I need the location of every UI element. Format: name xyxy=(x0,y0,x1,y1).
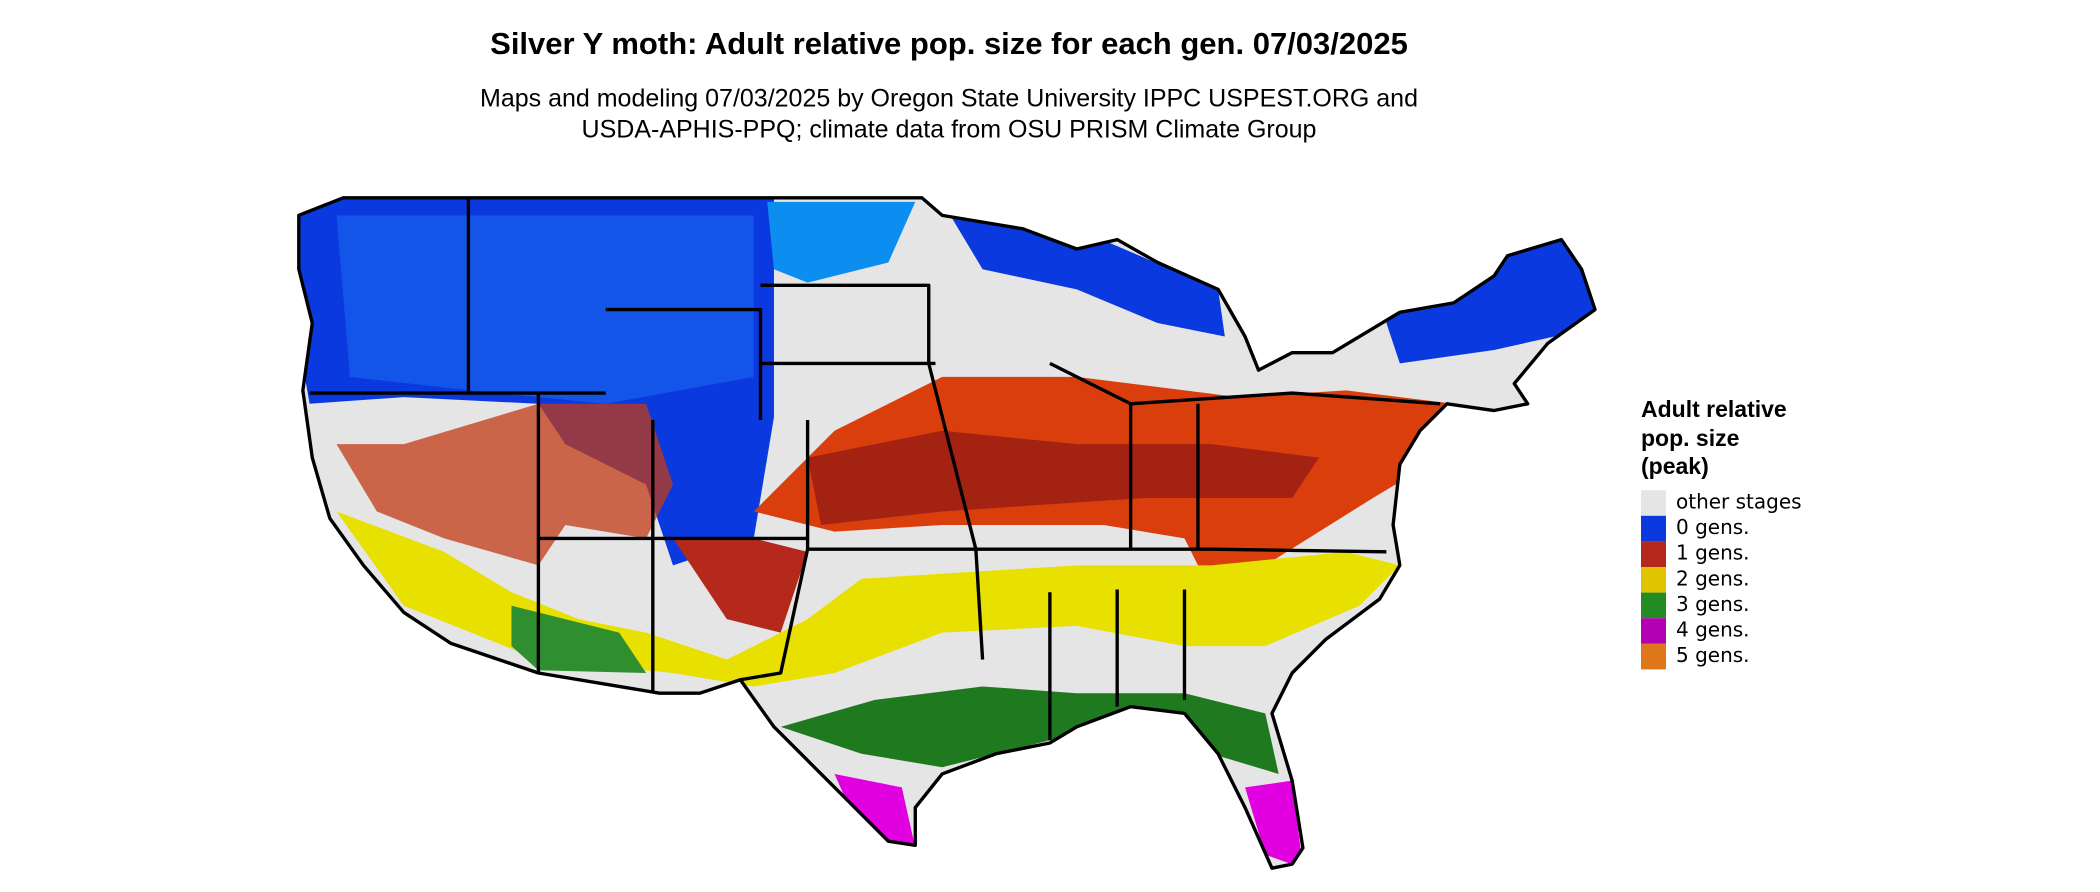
region-red xyxy=(673,538,808,633)
legend-label: 3 gens. xyxy=(1676,592,1750,616)
region-blue xyxy=(1386,228,1596,364)
legend-swatch xyxy=(1641,541,1666,567)
map xyxy=(297,196,1597,870)
region-red xyxy=(336,403,673,566)
region-blue-light xyxy=(336,215,754,404)
legend-swatch xyxy=(1641,515,1666,542)
state-lines xyxy=(297,196,1597,870)
legend-title: pop. size xyxy=(1641,425,1739,451)
legend-title: (peak) xyxy=(1641,453,1709,479)
map-fill xyxy=(298,197,1596,869)
region-green xyxy=(511,605,647,673)
legend-label: 5 gens. xyxy=(1676,643,1750,667)
legend-label: 4 gens. xyxy=(1676,618,1750,642)
legend-swatch xyxy=(1641,592,1666,619)
legend-swatch xyxy=(1641,567,1666,593)
legend-swatch xyxy=(1641,643,1666,670)
region-magenta xyxy=(1245,780,1303,869)
legend: Adult relative pop. size (peak) other st… xyxy=(1641,396,1802,670)
region-magenta xyxy=(834,773,916,848)
legend-label: 0 gens. xyxy=(1676,515,1750,539)
region-blue xyxy=(942,201,1225,337)
legend-title: Adult relative xyxy=(1641,396,1787,422)
map-subtitle: Maps and modeling 07/03/2025 by Oregon S… xyxy=(480,85,1418,113)
legend-swatch xyxy=(1641,618,1666,644)
map-subtitle: USDA-APHIS-PPQ; climate data from OSU PR… xyxy=(582,116,1317,144)
legend-swatch xyxy=(1641,490,1666,516)
region-blue xyxy=(767,201,916,283)
legend-label: 2 gens. xyxy=(1676,566,1750,590)
outline xyxy=(297,196,1597,870)
region-red-dark xyxy=(807,430,1320,525)
legend-label: 1 gens. xyxy=(1676,541,1750,565)
legend-label: other stages xyxy=(1676,490,1802,514)
map-title: Silver Y moth: Adult relative pop. size … xyxy=(490,26,1408,61)
